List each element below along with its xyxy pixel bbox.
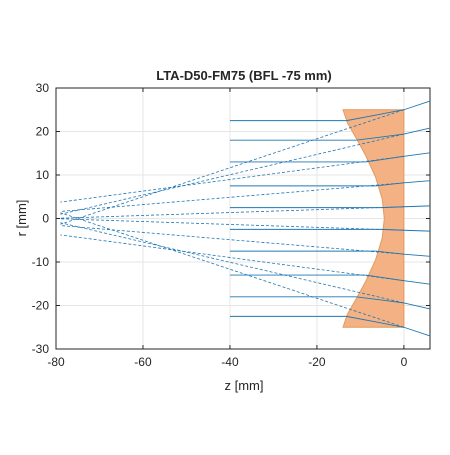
ray-virtual-trace — [60, 109, 405, 225]
ray-virtual-trace — [60, 212, 405, 328]
ray-2 — [60, 127, 431, 215]
x-axis-label: z [mm] — [225, 378, 264, 393]
y-axis-label: r [mm] — [14, 200, 29, 237]
ray-1 — [60, 100, 431, 225]
y-tick-label: -10 — [32, 255, 50, 269]
ray-10 — [60, 212, 431, 337]
x-tick-label: -60 — [134, 355, 152, 369]
x-tick-label: 0 — [401, 355, 408, 369]
y-tick-label: 10 — [36, 168, 50, 182]
ray-6 — [60, 218, 431, 232]
ray-virtual-trace — [60, 234, 404, 282]
lens-shape — [342, 109, 405, 328]
x-tick-label: -80 — [47, 355, 65, 369]
ray-7 — [60, 225, 431, 257]
ray-virtual-trace — [60, 206, 404, 219]
y-tick-label: 20 — [36, 125, 50, 139]
x-tick-label: -40 — [221, 355, 239, 369]
lens-layer — [342, 109, 405, 328]
y-tick-label: -30 — [32, 342, 50, 356]
ray-3 — [60, 152, 431, 203]
ray-virtual-trace — [60, 182, 404, 212]
ray-layer — [60, 100, 431, 337]
chart-title: LTA-D50-FM75 (BFL -75 mm) — [156, 68, 332, 83]
ray-virtual-trace — [60, 218, 404, 231]
ray-8 — [60, 234, 431, 285]
ray-virtual-trace — [60, 155, 404, 203]
x-tick-label: -20 — [308, 355, 326, 369]
y-tick-label: 0 — [42, 212, 49, 226]
ray-virtual-trace — [60, 225, 404, 255]
ray-5 — [60, 205, 431, 219]
ray-virtual-trace — [60, 133, 404, 215]
ray-9 — [60, 222, 431, 310]
ray-4 — [60, 180, 431, 212]
y-tick-label: -20 — [32, 299, 50, 313]
y-tick-label: 30 — [36, 81, 50, 95]
ray-virtual-trace — [60, 222, 404, 304]
tick-layer: -80 -60 -40 -20 0 -30 -20 -10 0 10 20 30 — [32, 81, 430, 369]
